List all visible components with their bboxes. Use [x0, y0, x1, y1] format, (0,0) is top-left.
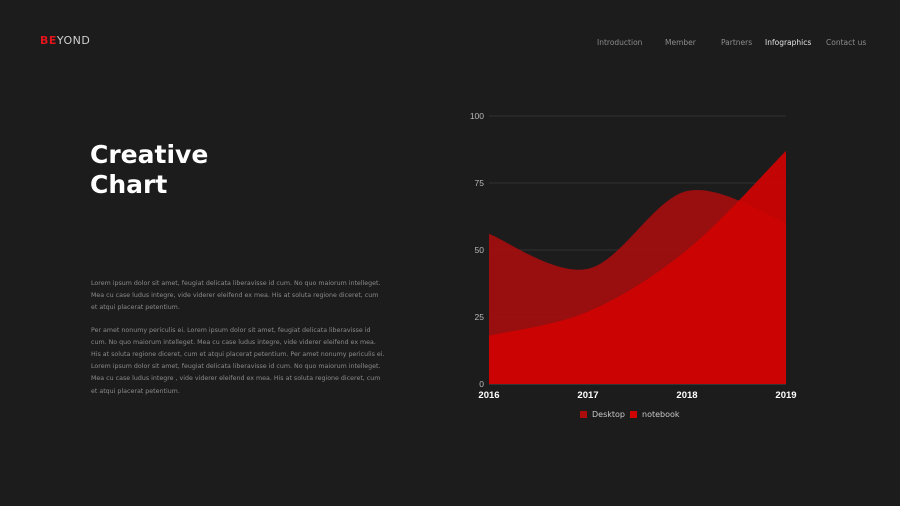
title-line-2: Chart: [90, 170, 168, 199]
logo: BEYOND: [40, 34, 90, 47]
area-notebook: [489, 150, 786, 384]
page-title: Creative Chart: [90, 140, 208, 200]
x-tick-label: 2017: [577, 390, 598, 401]
y-tick-label: 75: [475, 178, 485, 188]
nav-item-contact-us[interactable]: Contact us: [826, 38, 867, 47]
y-tick-label: 50: [475, 245, 485, 255]
y-tick-label: 0: [479, 379, 484, 389]
legend-swatch-notebook: [630, 411, 637, 418]
y-tick-label: 25: [475, 312, 485, 322]
x-tick-label: 2016: [478, 390, 499, 401]
nav-item-introduction[interactable]: Introduction: [597, 38, 643, 47]
legend-swatch-desktop: [580, 411, 587, 418]
x-tick-label: 2019: [775, 390, 796, 401]
title-line-1: Creative: [90, 140, 209, 169]
legend-label-notebook: notebook: [642, 410, 680, 419]
chart-ticks: 0 25 50 75 100 2016 2017 2018 2019: [470, 111, 797, 401]
body-text: Lorem ipsum dolor sit amet, feugiat deli…: [91, 278, 385, 408]
paragraph-1: Lorem ipsum dolor sit amet, feugiat deli…: [91, 280, 381, 312]
logo-rest: YOND: [56, 34, 91, 47]
x-tick-label: 2018: [676, 390, 697, 401]
top-nav: Introduction Member Partners Infographic…: [0, 38, 900, 52]
nav-item-member[interactable]: Member: [665, 38, 696, 47]
nav-item-infographics[interactable]: Infographics: [765, 38, 812, 47]
y-tick-label: 100: [470, 111, 484, 121]
paragraph-2: Per amet nonumy periculis ei. Lorem ipsu…: [91, 326, 385, 395]
legend-item-desktop: Desktop: [580, 410, 625, 419]
nav-item-partners[interactable]: Partners: [721, 38, 753, 47]
legend-item-notebook: notebook: [630, 410, 680, 419]
chart-areas: [489, 150, 786, 384]
logo-brand: BE: [40, 34, 57, 47]
legend-label-desktop: Desktop: [592, 410, 625, 419]
